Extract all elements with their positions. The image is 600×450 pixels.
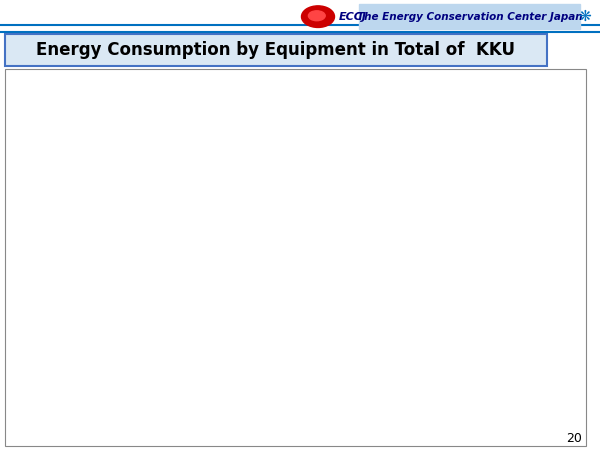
Polygon shape: [230, 281, 300, 395]
Polygon shape: [180, 281, 300, 366]
Polygon shape: [172, 281, 300, 358]
Polygon shape: [175, 331, 177, 363]
Wedge shape: [172, 277, 300, 327]
Text: Lift
0%: Lift 0%: [102, 243, 190, 391]
Text: AC-Split
23%: AC-Split 23%: [401, 228, 528, 329]
Polygon shape: [300, 281, 406, 377]
Text: Chiller
19%: Chiller 19%: [302, 363, 434, 407]
Text: Aircomp
0%: Aircomp 0%: [76, 231, 202, 337]
Polygon shape: [247, 347, 406, 406]
Polygon shape: [182, 281, 300, 368]
Polygon shape: [175, 281, 300, 361]
Polygon shape: [172, 329, 175, 361]
Polygon shape: [230, 281, 300, 395]
Wedge shape: [153, 182, 300, 324]
Text: Other
34%: Other 34%: [103, 184, 265, 206]
Polygon shape: [215, 281, 300, 388]
Text: Lighting
15%: Lighting 15%: [379, 130, 496, 216]
Wedge shape: [180, 277, 300, 334]
Text: 20: 20: [566, 432, 582, 446]
Text: Machine
0%: Machine 0%: [87, 240, 193, 374]
Polygon shape: [230, 365, 247, 400]
Polygon shape: [215, 281, 300, 388]
Polygon shape: [175, 281, 300, 361]
Text: Energy Consumption by Equipment in KKU: Energy Consumption by Equipment in KKU: [79, 85, 443, 100]
Wedge shape: [247, 277, 406, 372]
Text: Heat
0%: Heat 0%: [98, 223, 214, 276]
Wedge shape: [230, 277, 300, 365]
Polygon shape: [180, 281, 300, 366]
Text: ❋: ❋: [578, 9, 592, 24]
Polygon shape: [247, 281, 300, 400]
Polygon shape: [300, 281, 406, 377]
Polygon shape: [177, 281, 300, 363]
Text: Energy Consumption by Equipment in Total of  KKU: Energy Consumption by Equipment in Total…: [37, 41, 515, 59]
Text: Equipment
5%: Equipment 5%: [177, 277, 286, 407]
Text: AHU
2%: AHU 2%: [189, 317, 375, 414]
Text: ECCJ: ECCJ: [339, 12, 367, 22]
Wedge shape: [175, 277, 300, 329]
Wedge shape: [300, 182, 418, 277]
Polygon shape: [182, 339, 215, 388]
Wedge shape: [177, 277, 300, 332]
Wedge shape: [182, 277, 300, 354]
Polygon shape: [406, 283, 447, 377]
Polygon shape: [153, 284, 172, 358]
Polygon shape: [177, 334, 180, 366]
Text: The Energy Conservation Center Japan: The Energy Conservation Center Japan: [357, 12, 583, 22]
Wedge shape: [300, 220, 447, 343]
Polygon shape: [247, 281, 300, 400]
Polygon shape: [177, 281, 300, 363]
Polygon shape: [180, 336, 182, 368]
Wedge shape: [215, 277, 300, 360]
Polygon shape: [182, 281, 300, 368]
Polygon shape: [215, 359, 230, 395]
Text: FCU
2%: FCU 2%: [180, 300, 328, 414]
Polygon shape: [172, 281, 300, 358]
